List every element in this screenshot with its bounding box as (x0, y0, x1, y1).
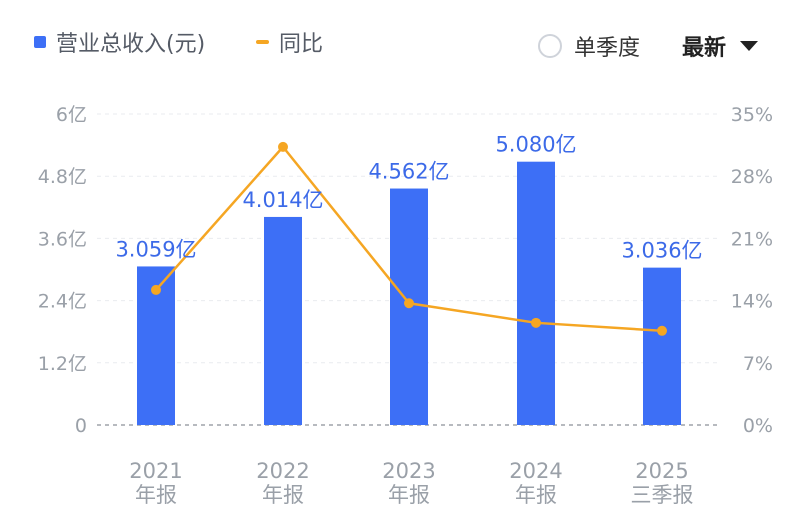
y-left-tick-label: 0 (75, 415, 87, 437)
y-right-tick-label: 21% (731, 228, 773, 250)
bar-value-label: 4.014亿 (242, 188, 323, 212)
bar-value-label: 3.059亿 (115, 237, 196, 261)
bar-value-label: 4.562亿 (368, 160, 449, 184)
bar[interactable] (643, 267, 681, 425)
legend-revenue[interactable]: 营业总收入(元) (34, 26, 205, 58)
y-left-tick-label: 4.8亿 (38, 166, 87, 188)
x-tick-label-period: 年报 (388, 483, 430, 507)
yoy-point[interactable] (657, 325, 667, 336)
quarterly-label: 单季度 (574, 36, 641, 61)
quarterly-toggle[interactable]: 单季度 (538, 30, 640, 62)
y-right-tick-label: 35% (731, 104, 773, 126)
y-right-tick-label: 14% (731, 291, 773, 313)
bar-value-label: 3.036亿 (621, 239, 702, 263)
sort-dropdown[interactable]: 最新 (682, 30, 759, 62)
legend-revenue-label: 营业总收入(元) (56, 32, 206, 57)
x-tick-label-period: 年报 (262, 483, 304, 507)
y-right-tick-label: 7% (743, 353, 773, 375)
y-right-tick-label: 28% (731, 166, 773, 188)
x-tick-label-year: 2025 (635, 459, 688, 483)
x-tick-label-year: 2021 (129, 459, 182, 483)
legend-yoy-label: 同比 (279, 32, 324, 57)
y-left-tick-label: 6亿 (56, 104, 87, 126)
x-tick-label-year: 2022 (256, 459, 309, 483)
y-left-tick-label: 2.4亿 (38, 291, 87, 313)
x-tick-label-period: 年报 (515, 483, 557, 507)
x-tick-label-year: 2024 (509, 459, 562, 483)
x-tick-label-year: 2023 (382, 459, 435, 483)
yoy-point[interactable] (531, 317, 541, 328)
x-tick-label-period: 年报 (135, 483, 177, 507)
y-right-tick-label: 0% (743, 415, 773, 437)
caret-down-icon (740, 41, 759, 51)
yoy-swatch (256, 40, 269, 44)
yoy-point[interactable] (151, 284, 161, 295)
bar[interactable] (264, 216, 302, 425)
bar-value-label: 5.080亿 (495, 133, 576, 157)
bar[interactable] (517, 161, 555, 426)
y-left-tick-label: 1.2亿 (38, 353, 87, 375)
chart-legend: 营业总收入(元) 同比 单季度 最新 (0, 0, 808, 86)
legend-yoy[interactable]: 同比 (256, 26, 323, 58)
x-tick-label-period: 三季报 (631, 483, 694, 507)
yoy-point[interactable] (404, 298, 414, 309)
radio-icon[interactable] (538, 34, 562, 58)
revenue-swatch (34, 36, 46, 48)
yoy-point[interactable] (278, 141, 288, 152)
y-left-tick-label: 3.6亿 (38, 228, 87, 250)
sort-label: 最新 (682, 36, 727, 61)
